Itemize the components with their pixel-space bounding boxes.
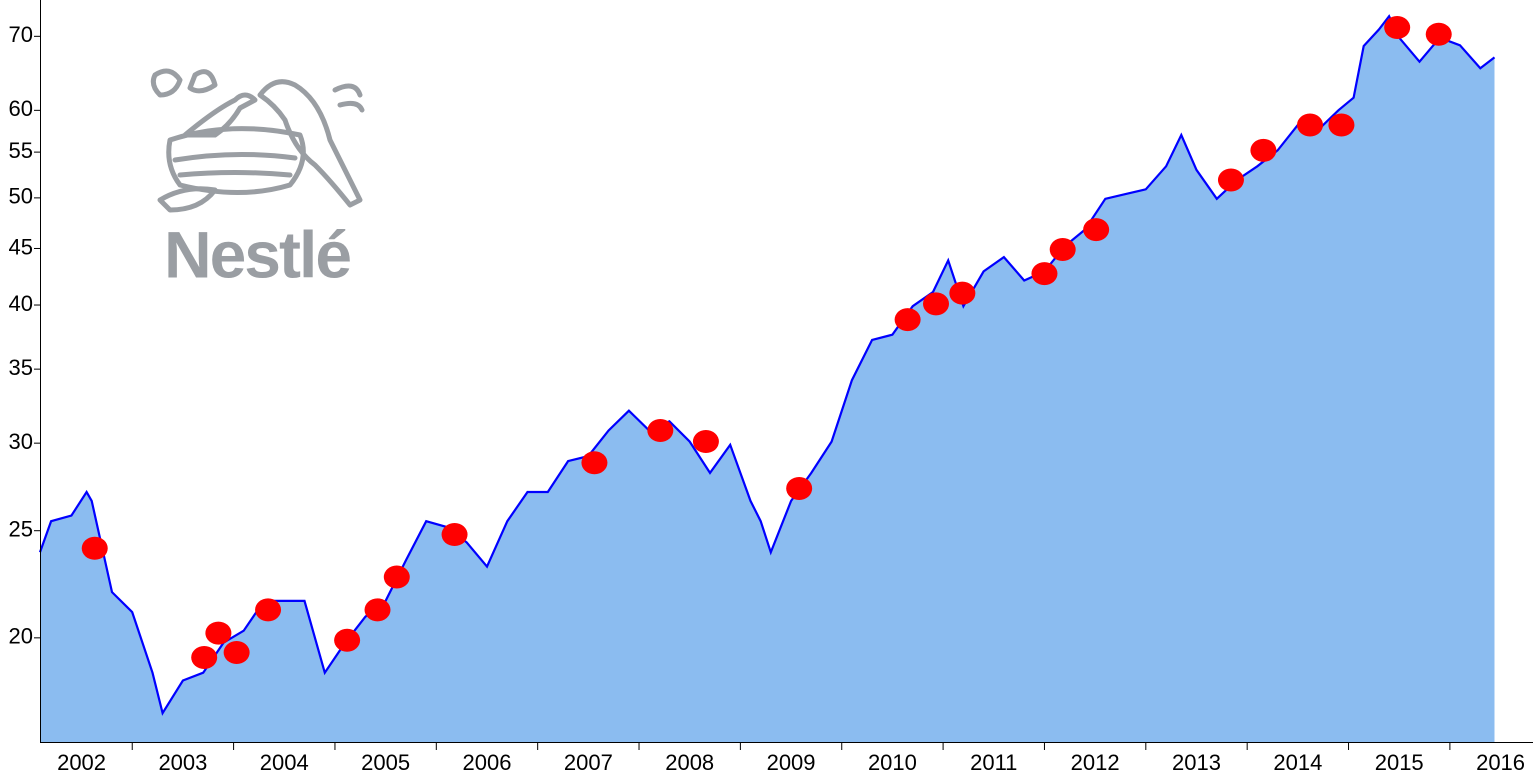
x-tick-label: 2014 bbox=[1273, 750, 1322, 775]
x-tick-label: 2007 bbox=[564, 750, 613, 775]
logo-leaves bbox=[150, 68, 365, 113]
marker bbox=[786, 476, 813, 500]
y-tick-label: 20 bbox=[9, 624, 33, 649]
marker bbox=[205, 621, 232, 645]
y-tick-label: 30 bbox=[9, 429, 33, 454]
marker bbox=[383, 565, 410, 589]
x-tick-label: 2010 bbox=[868, 750, 917, 775]
logo-bird-large bbox=[257, 79, 363, 208]
marker bbox=[255, 598, 282, 622]
marker bbox=[1297, 113, 1324, 137]
marker bbox=[1250, 138, 1277, 162]
y-tick-label: 55 bbox=[9, 138, 33, 163]
y-tick-label: 45 bbox=[9, 234, 33, 259]
marker bbox=[334, 628, 361, 652]
logo-text: Nestlé bbox=[164, 217, 350, 291]
y-tick-label: 50 bbox=[9, 184, 33, 209]
x-tick-label: 2003 bbox=[158, 750, 207, 775]
marker bbox=[894, 308, 921, 332]
area bbox=[40, 16, 1495, 742]
x-tick-label: 2009 bbox=[767, 750, 816, 775]
marker bbox=[949, 281, 976, 305]
marker bbox=[1049, 238, 1076, 262]
x-tick-label: 2008 bbox=[665, 750, 714, 775]
x-tick-label: 2012 bbox=[1071, 750, 1120, 775]
logo-bird-small bbox=[182, 92, 258, 138]
marker bbox=[923, 292, 950, 316]
marker bbox=[647, 419, 674, 443]
y-tick-label: 60 bbox=[9, 96, 33, 121]
y-tick-label: 35 bbox=[9, 355, 33, 380]
marker bbox=[1384, 15, 1411, 39]
x-tick-label: 2013 bbox=[1172, 750, 1221, 775]
marker bbox=[223, 640, 250, 664]
marker bbox=[1083, 218, 1110, 242]
marker bbox=[1425, 22, 1452, 46]
marker bbox=[1217, 168, 1244, 192]
y-tick-label: 70 bbox=[9, 22, 33, 47]
marker bbox=[81, 536, 108, 560]
x-tick-label: 2005 bbox=[361, 750, 410, 775]
x-tick-label: 2006 bbox=[463, 750, 512, 775]
x-tick-label: 2016 bbox=[1476, 750, 1525, 775]
marker bbox=[581, 451, 608, 475]
marker bbox=[364, 598, 391, 622]
logo bbox=[150, 68, 365, 213]
marker bbox=[191, 645, 218, 669]
logo-branch bbox=[157, 186, 218, 213]
x-tick-label: 2015 bbox=[1375, 750, 1424, 775]
x-tick-label: 2011 bbox=[970, 750, 1017, 775]
x-tick-label: 2004 bbox=[260, 750, 309, 775]
logo-nest bbox=[166, 126, 306, 195]
marker bbox=[1031, 262, 1058, 286]
marker bbox=[441, 523, 468, 547]
marker bbox=[1328, 113, 1355, 137]
y-tick-label: 40 bbox=[9, 291, 33, 316]
x-tick-label: 2002 bbox=[57, 750, 106, 775]
marker bbox=[692, 430, 719, 454]
plot-area: 20 25 30 35 40 45 50 55 60 70 2002 2003 2004 2005 2006… bbox=[9, 0, 1533, 775]
y-tick-label: 25 bbox=[9, 517, 33, 542]
